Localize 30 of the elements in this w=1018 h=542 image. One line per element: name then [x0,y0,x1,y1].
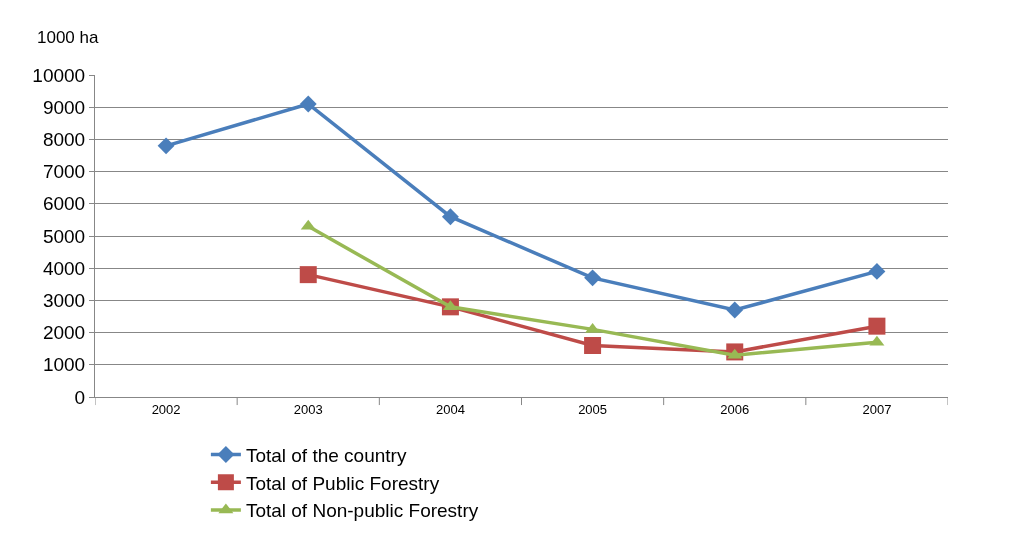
y-tick-label: 4000 [42,257,86,279]
y-tick-label: 10000 [32,64,86,86]
x-tick-label: 2003 [293,401,323,417]
y-tick-label: 3000 [42,290,86,312]
point [299,266,317,284]
point [157,137,175,155]
point [584,269,602,287]
point [726,301,744,319]
x-tick-label: 2002 [151,401,181,417]
legend-label: Total of Non-public Forestry [245,500,479,522]
y-tick-label: 1000 [42,354,86,376]
point [441,208,459,226]
y-axis-title: 1000 ha [37,28,99,47]
y-tick-label: 2000 [42,322,86,344]
y-tick-label: 6000 [42,193,86,215]
point [584,336,602,354]
point [868,262,886,280]
y-tick-label: 5000 [42,225,86,247]
x-tick-label: 2004 [435,401,465,417]
x-tick-label: 2007 [862,401,892,417]
legend-label: Total of the country [245,444,407,466]
legend-label: Total of Public Forestry [245,472,440,494]
y-tick-label: 7000 [42,161,86,183]
point [299,95,317,113]
y-tick-label: 8000 [42,129,86,151]
x-tick-label: 2006 [720,401,750,417]
point [868,317,886,335]
y-tick-label: 9000 [42,96,86,118]
y-tick-label: 0 [74,386,86,408]
x-tick-label: 2005 [578,401,608,417]
